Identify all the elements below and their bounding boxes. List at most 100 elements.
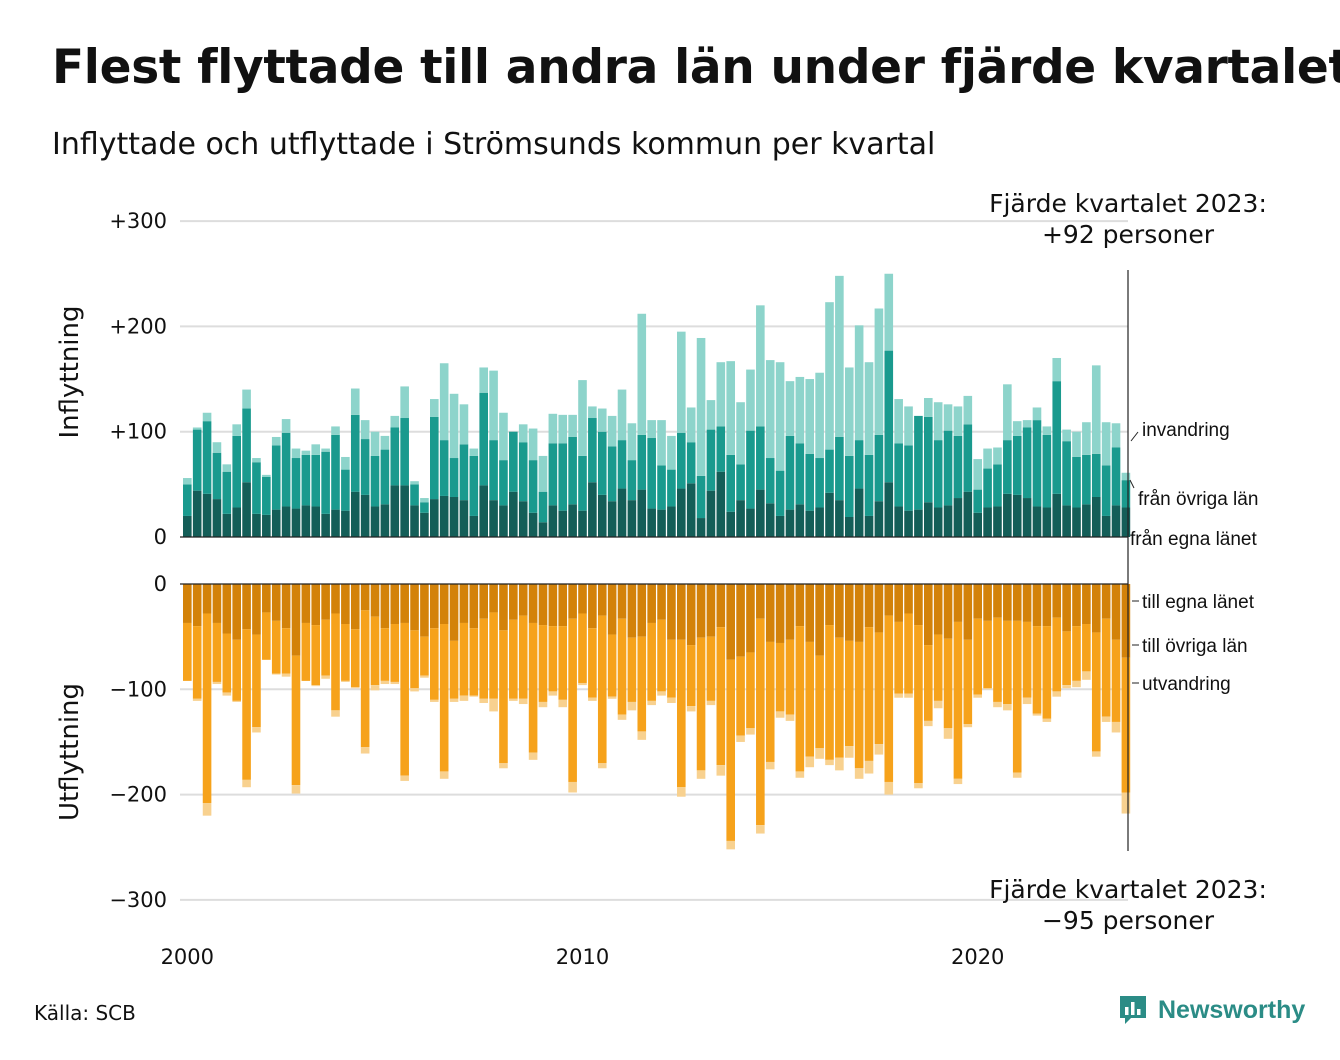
bar-in-2-42 [597, 408, 607, 432]
bar-ut-1-5 [232, 639, 241, 701]
bar-in-0-84 [1012, 494, 1022, 537]
bar-ut-2-31 [489, 698, 498, 712]
bar-ut-1-86 [1032, 626, 1042, 714]
bar-in-0-46 [637, 489, 647, 537]
bar-ut-2-51 [686, 706, 696, 712]
bar-in-0-75 [924, 502, 933, 537]
bar-ut-0-11 [291, 584, 301, 656]
bar-ut-0-26 [439, 584, 449, 625]
bar-in-1-67 [844, 455, 854, 517]
bar-ut-0-93 [1101, 584, 1111, 619]
bar-ut-0-89 [1062, 584, 1071, 632]
bar-in-1-21 [390, 427, 400, 486]
bar-in-2-17 [350, 388, 360, 415]
bar-in-1-86 [1032, 420, 1042, 507]
bar-ut-0-36 [538, 584, 548, 626]
bar-ut-1-34 [518, 615, 528, 699]
bar-in-1-41 [588, 418, 597, 483]
bar-in-2-30 [479, 367, 488, 393]
bar-ut-0-38 [558, 584, 568, 627]
bar-in-2-68 [854, 325, 864, 441]
bar-ut-2-52 [696, 770, 706, 779]
bar-in-0-10 [281, 506, 291, 537]
bar-ut-2-50 [677, 787, 686, 797]
bar-ut-1-48 [657, 619, 666, 692]
bar-ut-0-29 [469, 584, 479, 629]
bar-in-1-93 [1101, 465, 1111, 516]
bar-in-2-40 [578, 380, 587, 456]
bar-in-1-76 [933, 440, 943, 508]
bar-ut-1-37 [548, 626, 558, 692]
chart-title: Flest flyttade till andra län under fjär… [52, 40, 1340, 95]
bar-in-1-73 [904, 445, 913, 511]
bar-ut-1-75 [924, 645, 933, 721]
bar-ut-2-35 [528, 752, 538, 760]
leader-invandring [1130, 431, 1139, 442]
bar-ut-1-26 [439, 624, 449, 772]
bar-ut-1-13 [311, 625, 321, 686]
bar-ut-2-38 [558, 699, 568, 708]
bar-in-0-67 [844, 516, 854, 537]
bar-in-0-93 [1101, 515, 1111, 537]
bar-ut-0-66 [835, 584, 844, 638]
bar-ut-1-51 [686, 645, 696, 707]
bar-ut-2-27 [449, 698, 459, 702]
bar-in-2-49 [667, 435, 676, 470]
bar-ut-0-92 [1091, 584, 1101, 633]
bar-in-2-62 [795, 376, 805, 444]
bar-ut-0-69 [864, 584, 874, 628]
bar-in-1-48 [657, 465, 666, 510]
bar-in-1-31 [489, 440, 498, 501]
bar-in-0-19 [370, 506, 380, 537]
bar-ut-1-94 [1111, 639, 1121, 722]
bar-in-2-32 [499, 412, 508, 461]
bar-in-1-49 [667, 469, 676, 507]
bar-in-1-47 [647, 438, 656, 509]
bar-in-0-82 [993, 506, 1002, 537]
bar-ut-1-68 [854, 641, 864, 769]
bar-in-0-8 [262, 514, 271, 537]
bar-in-0-51 [686, 483, 696, 537]
bar-in-0-54 [716, 471, 726, 537]
bar-ut-2-25 [430, 699, 439, 702]
bar-in-2-81 [983, 448, 992, 469]
bar-ut-2-76 [933, 700, 943, 709]
bar-ut-2-55 [726, 840, 735, 850]
bar-in-1-59 [765, 458, 775, 504]
bar-ut-1-73 [904, 613, 913, 694]
bar-ut-0-7 [252, 584, 261, 635]
bar-in-0-32 [499, 505, 508, 537]
bar-ut-1-57 [746, 652, 755, 729]
bar-in-1-95 [1121, 480, 1131, 508]
bar-ut-0-78 [953, 584, 963, 622]
bar-in-0-35 [528, 512, 538, 537]
bar-ut-0-57 [746, 584, 755, 653]
bar-ut-0-43 [607, 584, 617, 635]
bar-ut-1-0 [183, 622, 192, 681]
utflyttning-axis-title: Utflyttning [55, 683, 85, 821]
bar-ut-1-30 [479, 618, 488, 699]
bar-in-2-51 [686, 407, 696, 443]
bar-ut-0-9 [271, 584, 281, 621]
bar-in-1-8 [262, 476, 271, 515]
bar-in-1-92 [1091, 453, 1101, 497]
bar-ut-1-79 [963, 639, 973, 725]
bar-in-0-36 [538, 522, 548, 537]
bar-in-1-13 [311, 454, 321, 507]
bar-ut-2-16 [341, 680, 350, 682]
bar-ut-1-35 [528, 622, 538, 753]
bar-in-1-17 [350, 414, 360, 492]
bar-ut-1-76 [933, 634, 943, 701]
bar-in-1-34 [518, 442, 528, 502]
bar-in-1-35 [528, 460, 538, 513]
bar-ut-0-30 [479, 584, 488, 619]
bar-ut-2-48 [657, 691, 666, 696]
bar-ut-1-54 [716, 627, 726, 766]
bar-ut-1-1 [192, 626, 202, 699]
top-gridlines [180, 220, 1128, 433]
bar-in-1-50 [677, 432, 686, 489]
bar-in-0-58 [756, 489, 765, 537]
bar-in-2-18 [360, 420, 370, 440]
bar-in-0-87 [1042, 507, 1052, 537]
bar-in-1-78 [953, 435, 963, 499]
